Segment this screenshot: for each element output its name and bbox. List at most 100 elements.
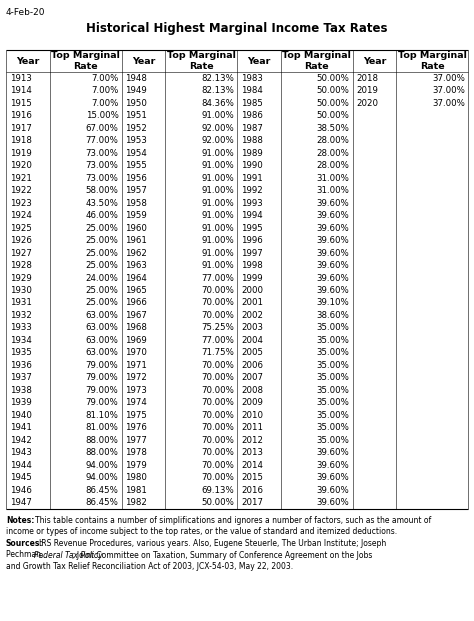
Text: 1960: 1960	[126, 224, 147, 233]
Text: 91.00%: 91.00%	[201, 261, 234, 270]
Text: 1954: 1954	[126, 148, 147, 158]
Text: 2009: 2009	[241, 398, 263, 407]
Text: 70.00%: 70.00%	[201, 398, 234, 407]
Text: 1961: 1961	[126, 236, 147, 245]
Text: 73.00%: 73.00%	[86, 148, 118, 158]
Text: 39.60%: 39.60%	[317, 261, 349, 270]
Text: 39.60%: 39.60%	[317, 461, 349, 470]
Text: 1913: 1913	[10, 74, 32, 83]
Text: 86.45%: 86.45%	[86, 498, 118, 507]
Text: 1997: 1997	[241, 248, 263, 258]
Text: 1939: 1939	[10, 398, 32, 407]
Text: 1974: 1974	[126, 398, 147, 407]
Text: 82.13%: 82.13%	[201, 86, 234, 95]
Text: Year: Year	[16, 57, 40, 65]
Text: 77.00%: 77.00%	[86, 136, 118, 145]
Text: 38.50%: 38.50%	[317, 124, 349, 133]
Text: 31.00%: 31.00%	[317, 174, 349, 183]
Text: 2007: 2007	[241, 373, 263, 383]
Text: 1949: 1949	[126, 86, 147, 95]
Text: 91.00%: 91.00%	[201, 111, 234, 120]
Text: 1930: 1930	[10, 286, 32, 295]
Text: 1924: 1924	[10, 211, 32, 220]
Text: 1969: 1969	[126, 336, 147, 345]
Text: 81.10%: 81.10%	[86, 411, 118, 420]
Text: 50.00%: 50.00%	[201, 498, 234, 507]
Text: 35.00%: 35.00%	[317, 424, 349, 432]
Text: 1942: 1942	[10, 436, 32, 445]
Text: 91.00%: 91.00%	[201, 148, 234, 158]
Text: 1985: 1985	[241, 99, 263, 107]
Text: Year: Year	[363, 57, 386, 65]
Text: 50.00%: 50.00%	[317, 74, 349, 83]
Text: 81.00%: 81.00%	[86, 424, 118, 432]
Text: 1935: 1935	[10, 348, 32, 358]
Text: 70.00%: 70.00%	[201, 424, 234, 432]
Text: 1965: 1965	[126, 286, 147, 295]
Text: 70.00%: 70.00%	[201, 373, 234, 383]
Text: Top Marginal
Rate: Top Marginal Rate	[167, 52, 236, 71]
Text: 67.00%: 67.00%	[86, 124, 118, 133]
Text: 25.00%: 25.00%	[86, 299, 118, 307]
Text: 77.00%: 77.00%	[201, 336, 234, 345]
Text: 1981: 1981	[126, 486, 147, 495]
Text: 38.60%: 38.60%	[317, 311, 349, 320]
Text: 35.00%: 35.00%	[317, 398, 349, 407]
Text: 1941: 1941	[10, 424, 32, 432]
Text: 39.60%: 39.60%	[317, 286, 349, 295]
Text: 91.00%: 91.00%	[201, 174, 234, 183]
Text: 1958: 1958	[126, 199, 147, 207]
Text: 35.00%: 35.00%	[317, 324, 349, 332]
Text: 70.00%: 70.00%	[201, 299, 234, 307]
Text: 1933: 1933	[10, 324, 32, 332]
Text: 91.00%: 91.00%	[201, 161, 234, 170]
Text: 1952: 1952	[126, 124, 147, 133]
Text: 70.00%: 70.00%	[201, 461, 234, 470]
Text: 1984: 1984	[241, 86, 263, 95]
Text: 39.60%: 39.60%	[317, 224, 349, 233]
Text: 1946: 1946	[10, 486, 32, 495]
Text: 70.00%: 70.00%	[201, 361, 234, 370]
Text: 39.60%: 39.60%	[317, 273, 349, 283]
Text: 1945: 1945	[10, 473, 32, 483]
Text: 79.00%: 79.00%	[86, 398, 118, 407]
Text: 1951: 1951	[126, 111, 147, 120]
Text: 35.00%: 35.00%	[317, 373, 349, 383]
Text: 70.00%: 70.00%	[201, 473, 234, 483]
Text: 1998: 1998	[241, 261, 263, 270]
Text: 1925: 1925	[10, 224, 32, 233]
Text: 1980: 1980	[126, 473, 147, 483]
Text: 91.00%: 91.00%	[201, 248, 234, 258]
Text: 1922: 1922	[10, 186, 32, 195]
Text: 2000: 2000	[241, 286, 263, 295]
Text: 1991: 1991	[241, 174, 263, 183]
Text: 1996: 1996	[241, 236, 263, 245]
Text: 1916: 1916	[10, 111, 32, 120]
Text: 1956: 1956	[126, 174, 147, 183]
Text: 35.00%: 35.00%	[317, 348, 349, 358]
Text: 7.00%: 7.00%	[91, 86, 118, 95]
Text: 2006: 2006	[241, 361, 263, 370]
Text: 35.00%: 35.00%	[317, 386, 349, 395]
Text: 1993: 1993	[241, 199, 263, 207]
Text: 91.00%: 91.00%	[201, 236, 234, 245]
Text: 1937: 1937	[10, 373, 32, 383]
Text: 1987: 1987	[241, 124, 263, 133]
Text: 88.00%: 88.00%	[86, 448, 118, 457]
Text: 1918: 1918	[10, 136, 32, 145]
Text: 1929: 1929	[10, 273, 32, 283]
Text: Year: Year	[132, 57, 155, 65]
Text: 58.00%: 58.00%	[86, 186, 118, 195]
Text: 37.00%: 37.00%	[432, 74, 465, 83]
Text: 35.00%: 35.00%	[317, 411, 349, 420]
Text: 39.60%: 39.60%	[317, 473, 349, 483]
Text: Top Marginal
Rate: Top Marginal Rate	[282, 52, 351, 71]
Text: 1989: 1989	[241, 148, 263, 158]
Text: 91.00%: 91.00%	[201, 186, 234, 195]
Text: 50.00%: 50.00%	[317, 111, 349, 120]
Text: 35.00%: 35.00%	[317, 336, 349, 345]
Text: 1962: 1962	[126, 248, 147, 258]
Text: 91.00%: 91.00%	[201, 224, 234, 233]
Text: 1979: 1979	[126, 461, 147, 470]
Text: 1921: 1921	[10, 174, 32, 183]
